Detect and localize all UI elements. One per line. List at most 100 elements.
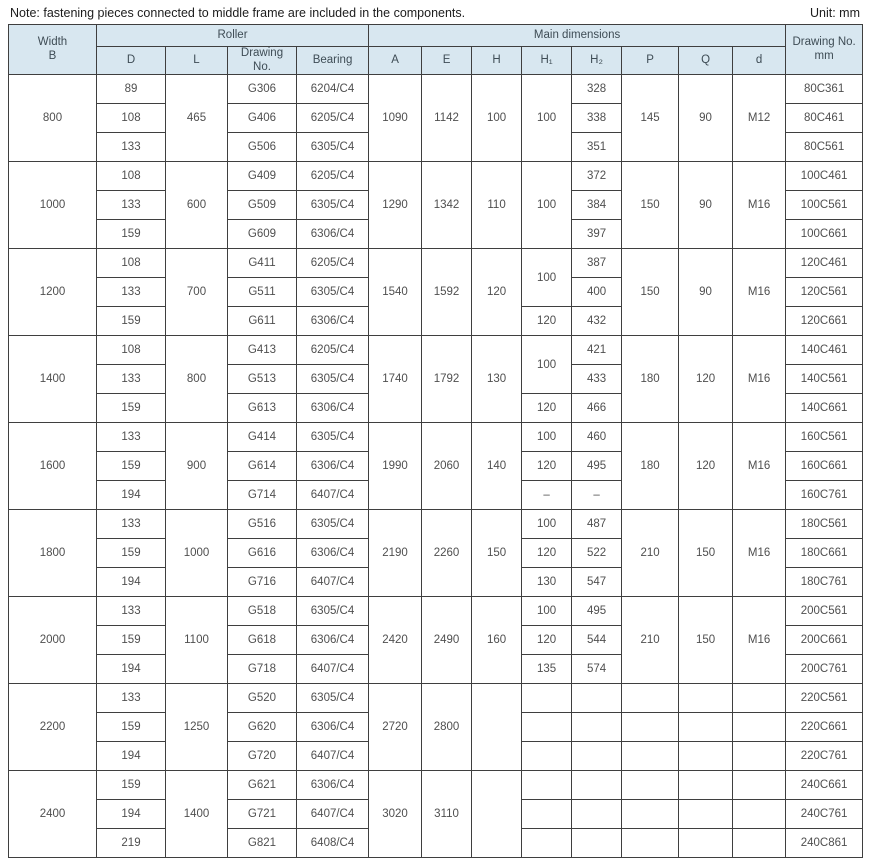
topbar: Note: fastening pieces connected to midd… — [8, 6, 862, 24]
cell-p: 145 — [621, 74, 680, 162]
cell-q — [678, 799, 734, 829]
table-row: 194 G718 6407/C4 135 574 200C761 — [9, 654, 864, 684]
cell-e: 2260 — [421, 509, 473, 597]
table-body: 800 89 465 G306 6204/C4 1090 1142 100 100 328 145 9… — [8, 74, 864, 858]
cell-a: 2420 — [368, 596, 423, 684]
cell-bearing: 6306/C4 — [295, 625, 370, 655]
cell-h1: 100 — [521, 74, 573, 162]
cell-d: 194 — [96, 741, 166, 771]
cell-h2: – — [571, 480, 623, 510]
cell-h: 130 — [471, 335, 523, 423]
header-h: H — [471, 46, 523, 75]
cell-d: 133 — [96, 364, 166, 394]
cell-h2: 421 — [571, 335, 623, 365]
header-l: L — [165, 46, 228, 75]
cell-d: 133 — [96, 596, 166, 626]
cell-bearing: 6407/C4 — [295, 799, 370, 829]
cell-bearing: 6407/C4 — [295, 741, 370, 771]
cell-h1: 120 — [521, 538, 573, 568]
cell-drawing-no: G611 — [227, 306, 297, 336]
table-row: 1000 108 600 G409 6205/C4 1290 1342 110 100 372 15… — [8, 161, 864, 249]
cell-thread-d: M16 — [732, 248, 787, 336]
cell-a: 3020 — [368, 770, 423, 858]
cell-l: 800 — [165, 335, 228, 423]
table-row: 194 G716 6407/C4 130 547 180C761 — [9, 567, 864, 597]
cell-h2: 387 — [571, 248, 623, 278]
cell-d: 133 — [96, 683, 166, 713]
cell-bearing: 6305/C4 — [295, 364, 370, 394]
cell-d: 159 — [96, 219, 166, 249]
cell-drawing-no: G621 — [227, 770, 297, 800]
cell-h1: 100 — [521, 422, 573, 452]
table-row: 1200 108 700 G411 6205/C4 1540 1592 120 100 387 15… — [8, 248, 864, 336]
header-p: P — [621, 46, 680, 75]
cell-drawing-no-mm: 200C761 — [785, 654, 864, 684]
cell-bearing: 6407/C4 — [295, 567, 370, 597]
cell-h2: 522 — [571, 538, 623, 568]
cell-a: 1290 — [368, 161, 423, 249]
cell-width-b: 1200 — [8, 248, 97, 336]
cell-h2: 400 — [571, 277, 623, 307]
cell-d: 194 — [96, 654, 166, 684]
cell-h2: 397 — [571, 219, 623, 249]
cell-thread-d — [732, 683, 787, 713]
cell-h2: 495 — [571, 596, 623, 626]
cell-drawing-no: G518 — [227, 596, 297, 626]
cell-drawing-no-mm: 160C761 — [785, 480, 864, 510]
cell-drawing-no-mm: 100C661 — [785, 219, 864, 249]
cell-h2 — [571, 741, 623, 771]
cell-width-b: 1400 — [8, 335, 97, 423]
cell-h1: 100 — [521, 335, 573, 394]
header-roller: Roller — [95, 24, 370, 47]
note-text: Note: fastening pieces connected to midd… — [10, 6, 466, 20]
cell-bearing: 6305/C4 — [295, 683, 370, 713]
cell-drawing-no-mm: 140C661 — [785, 393, 864, 423]
cell-l: 465 — [165, 74, 228, 162]
table-row: 1800 133 1000 G516 6305/C4 2190 2260 150 100 487 2… — [8, 509, 864, 597]
cell-h1: 100 — [521, 596, 573, 626]
cell-d: 108 — [96, 335, 166, 365]
cell-h2: 495 — [571, 451, 623, 481]
cell-bearing: 6306/C4 — [295, 770, 370, 800]
cell-drawing-no: G616 — [227, 538, 297, 568]
cell-d: 194 — [96, 567, 166, 597]
cell-drawing-no-mm: 120C661 — [785, 306, 864, 336]
cell-h1 — [521, 741, 573, 771]
header-drawing-no: Drawing No. — [227, 46, 297, 75]
cell-drawing-no-mm: 180C661 — [785, 538, 864, 568]
cell-e: 2060 — [421, 422, 473, 510]
cell-drawing-no: G413 — [227, 335, 297, 365]
cell-bearing: 6306/C4 — [295, 712, 370, 742]
cell-drawing-no: G618 — [227, 625, 297, 655]
cell-bearing: 6306/C4 — [295, 306, 370, 336]
cell-width-b: 2400 — [8, 770, 97, 858]
cell-e: 1592 — [421, 248, 473, 336]
cell-h1: 120 — [521, 451, 573, 481]
cell-h2: 328 — [571, 74, 623, 104]
cell-h2: 433 — [571, 364, 623, 394]
cell-drawing-no-mm: 80C361 — [785, 74, 864, 104]
cell-h2: 351 — [571, 132, 623, 162]
cell-d: 133 — [96, 132, 166, 162]
table-row: 2400 159 1400 G621 6306/C4 3020 3110 240C661 — [8, 770, 864, 858]
cell-q — [678, 741, 734, 771]
cell-thread-d: M16 — [732, 335, 787, 423]
cell-width-b: 2200 — [8, 683, 97, 771]
cell-a: 2190 — [368, 509, 423, 597]
cell-h1 — [521, 770, 573, 800]
cell-drawing-no: G409 — [227, 161, 297, 191]
cell-d: 133 — [96, 422, 166, 452]
cell-d: 159 — [96, 393, 166, 423]
cell-h1: – — [521, 480, 573, 510]
cell-l: 1000 — [165, 509, 228, 597]
cell-l: 1100 — [165, 596, 228, 684]
cell-p — [621, 828, 680, 858]
cell-bearing: 6204/C4 — [295, 74, 370, 104]
header-h1: H₁ — [521, 46, 573, 75]
cell-drawing-no-mm: 100C461 — [785, 161, 864, 191]
cell-drawing-no-mm: 240C861 — [785, 828, 864, 858]
cell-q — [678, 770, 734, 800]
cell-drawing-no-mm: 120C561 — [785, 277, 864, 307]
cell-a: 1540 — [368, 248, 423, 336]
